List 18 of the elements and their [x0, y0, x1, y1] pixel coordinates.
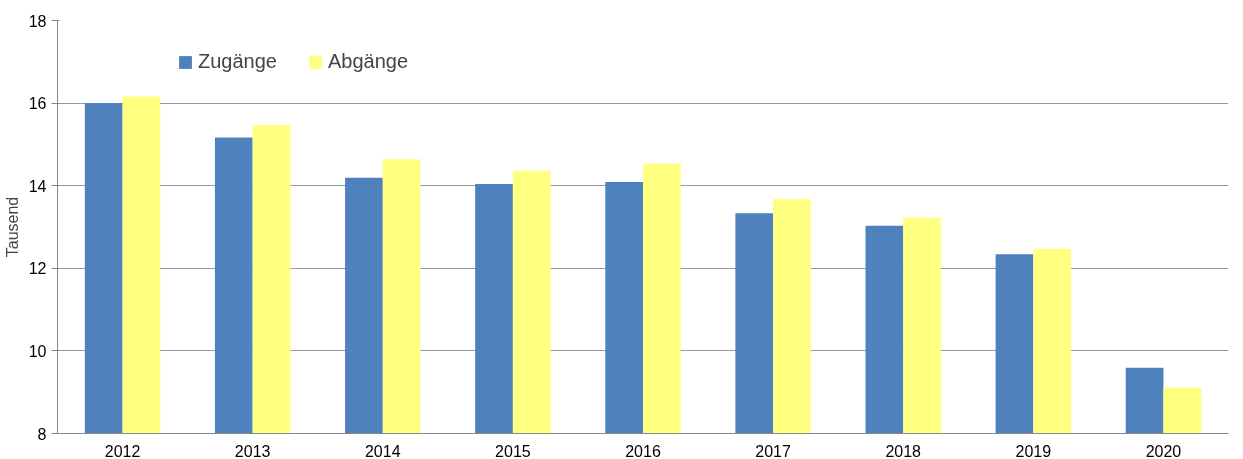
x-tick-label: 2012: [104, 442, 141, 459]
x-tick-label: 2017: [755, 442, 792, 459]
y-tick-label: 18: [28, 12, 47, 30]
x-tick-label: 2020: [1145, 442, 1182, 459]
x-tick-label: 2014: [364, 442, 401, 459]
legend-label: Abgänge: [327, 50, 409, 73]
x-tick-label: 2018: [885, 442, 922, 459]
x-tick-label: 2016: [625, 442, 661, 459]
y-tick-label: 10: [28, 342, 47, 360]
y-tick-label: 12: [28, 260, 47, 278]
y-tick-label: 8: [37, 425, 47, 443]
y-tick-label: 14: [28, 177, 47, 195]
x-tick-label: 2015: [495, 442, 531, 459]
legend-label: Zugänge: [198, 50, 277, 73]
x-tick-label: 2019: [1015, 442, 1052, 459]
x-tick-label: 2013: [234, 442, 271, 459]
y-tick-label: 16: [28, 95, 47, 113]
y-axis-title: Tausend: [3, 196, 21, 258]
